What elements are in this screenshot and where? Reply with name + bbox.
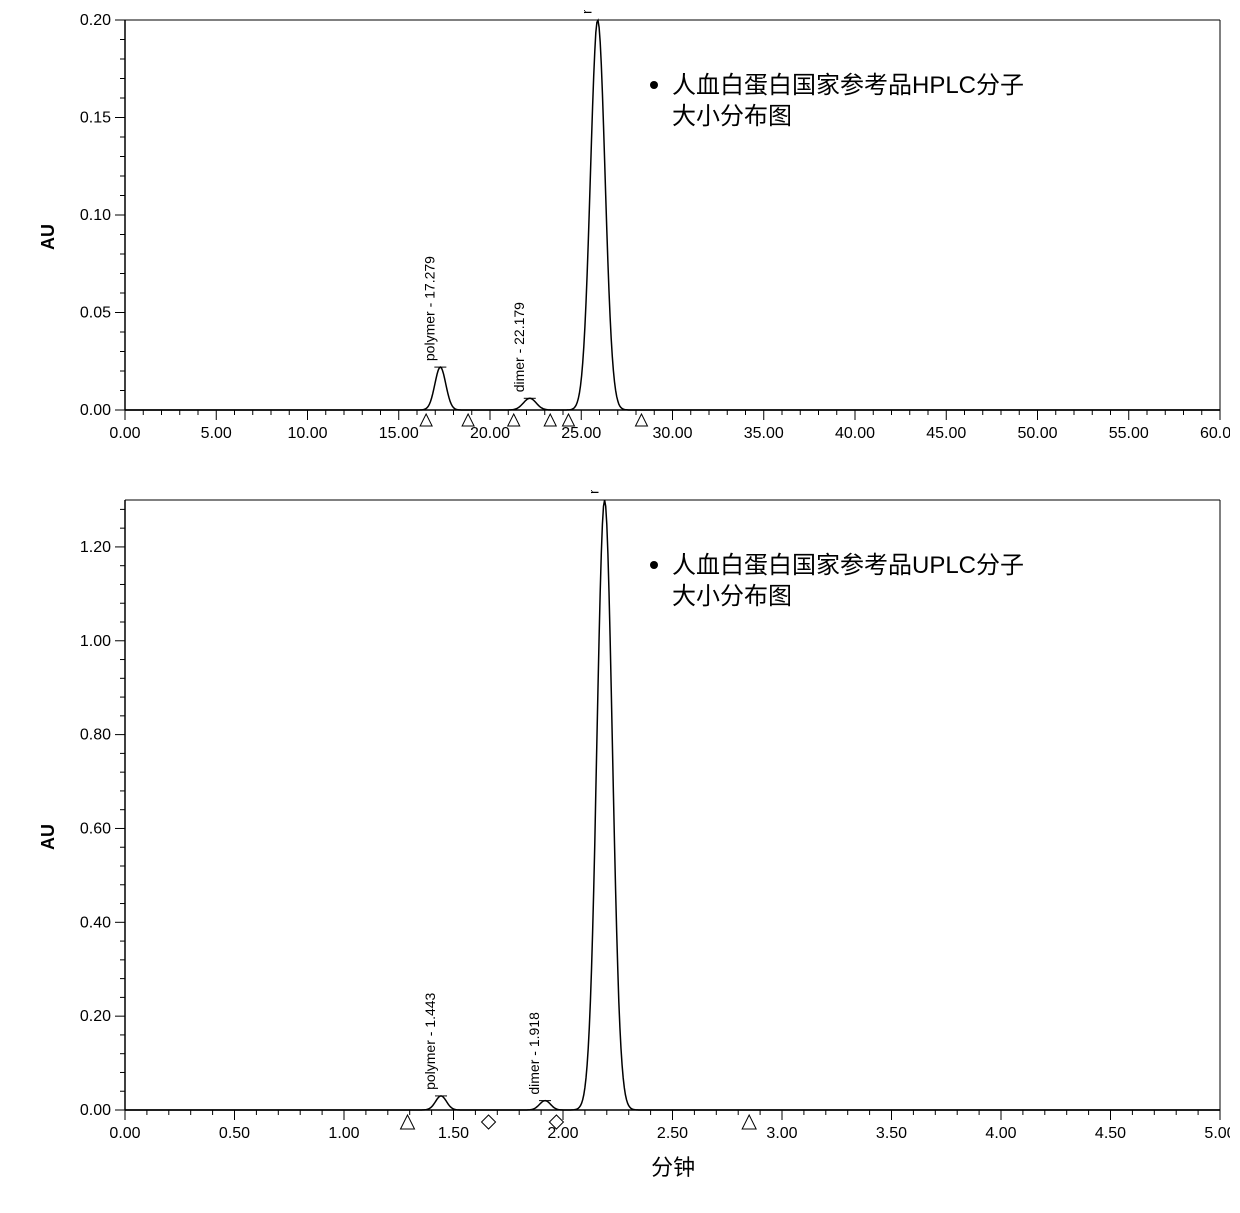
svg-text:5.00: 5.00 <box>1204 1125 1230 1142</box>
legend-line2: 大小分布图 <box>672 583 792 610</box>
svg-text:1.00: 1.00 <box>328 1125 359 1142</box>
svg-text:1.20: 1.20 <box>80 539 111 556</box>
legend-uplc: 人血白蛋白国家参考品UPLC分子 大小分布图 <box>650 550 1024 612</box>
svg-text:dimer - 22.179: dimer - 22.179 <box>511 302 527 392</box>
svg-text:60.00: 60.00 <box>1200 425 1230 442</box>
svg-text:20.00: 20.00 <box>470 425 510 442</box>
svg-text:40.00: 40.00 <box>835 425 875 442</box>
svg-text:4.00: 4.00 <box>985 1125 1016 1142</box>
svg-text:0.40: 0.40 <box>80 914 111 931</box>
svg-text:0.50: 0.50 <box>219 1125 250 1142</box>
svg-text:0.05: 0.05 <box>80 305 111 322</box>
svg-text:0.00: 0.00 <box>80 1102 111 1119</box>
svg-text:monomer - 25.903: monomer - 25.903 <box>579 10 595 14</box>
svg-text:55.00: 55.00 <box>1109 425 1149 442</box>
svg-text:polymer - 1.443: polymer - 1.443 <box>422 992 438 1089</box>
svg-text:0.00: 0.00 <box>109 1125 140 1142</box>
svg-text:dimer - 1.918: dimer - 1.918 <box>526 1012 542 1095</box>
svg-text:10.00: 10.00 <box>287 425 327 442</box>
svg-text:35.00: 35.00 <box>744 425 784 442</box>
legend-dot-icon <box>650 561 658 569</box>
legend-hplc: 人血白蛋白国家参考品HPLC分子 大小分布图 <box>650 70 1024 132</box>
legend-line2: 大小分布图 <box>672 103 792 130</box>
ylabel-bottom: AU <box>38 824 59 850</box>
svg-text:monomer - 2.190: monomer - 2.190 <box>586 490 602 494</box>
ylabel-top: AU <box>38 224 59 250</box>
svg-text:0.00: 0.00 <box>80 402 111 419</box>
xlabel-bottom: 分钟 <box>651 1150 695 1182</box>
svg-text:3.50: 3.50 <box>876 1125 907 1142</box>
svg-text:0.15: 0.15 <box>80 110 111 127</box>
svg-text:1.00: 1.00 <box>80 633 111 650</box>
chart-uplc: AU 0.000.501.001.502.002.503.003.504.004… <box>70 490 1230 1180</box>
svg-text:2.00: 2.00 <box>547 1125 578 1142</box>
svg-text:0.00: 0.00 <box>109 425 140 442</box>
svg-text:50.00: 50.00 <box>1017 425 1057 442</box>
legend-dot-icon <box>650 81 658 89</box>
svg-text:0.60: 0.60 <box>80 820 111 837</box>
legend-line1: 人血白蛋白国家参考品HPLC分子 <box>672 72 1024 99</box>
svg-text:3.00: 3.00 <box>766 1125 797 1142</box>
svg-text:0.20: 0.20 <box>80 1008 111 1025</box>
svg-text:1.50: 1.50 <box>438 1125 469 1142</box>
svg-text:30.00: 30.00 <box>652 425 692 442</box>
legend-line1: 人血白蛋白国家参考品UPLC分子 <box>672 552 1024 579</box>
svg-text:25.00: 25.00 <box>561 425 601 442</box>
svg-text:15.00: 15.00 <box>379 425 419 442</box>
svg-text:0.80: 0.80 <box>80 727 111 744</box>
svg-text:0.10: 0.10 <box>80 207 111 224</box>
svg-text:45.00: 45.00 <box>926 425 966 442</box>
chart-hplc: AU 0.005.0010.0015.0020.0025.0030.0035.0… <box>70 10 1230 460</box>
svg-text:2.50: 2.50 <box>657 1125 688 1142</box>
svg-text:polymer - 17.279: polymer - 17.279 <box>421 256 437 361</box>
svg-text:0.20: 0.20 <box>80 12 111 29</box>
svg-text:5.00: 5.00 <box>201 425 232 442</box>
svg-text:4.50: 4.50 <box>1095 1125 1126 1142</box>
page: AU 0.00 5.00 10.00 15.00 20.00 25.00 30.00 35.0… <box>0 0 1240 1213</box>
